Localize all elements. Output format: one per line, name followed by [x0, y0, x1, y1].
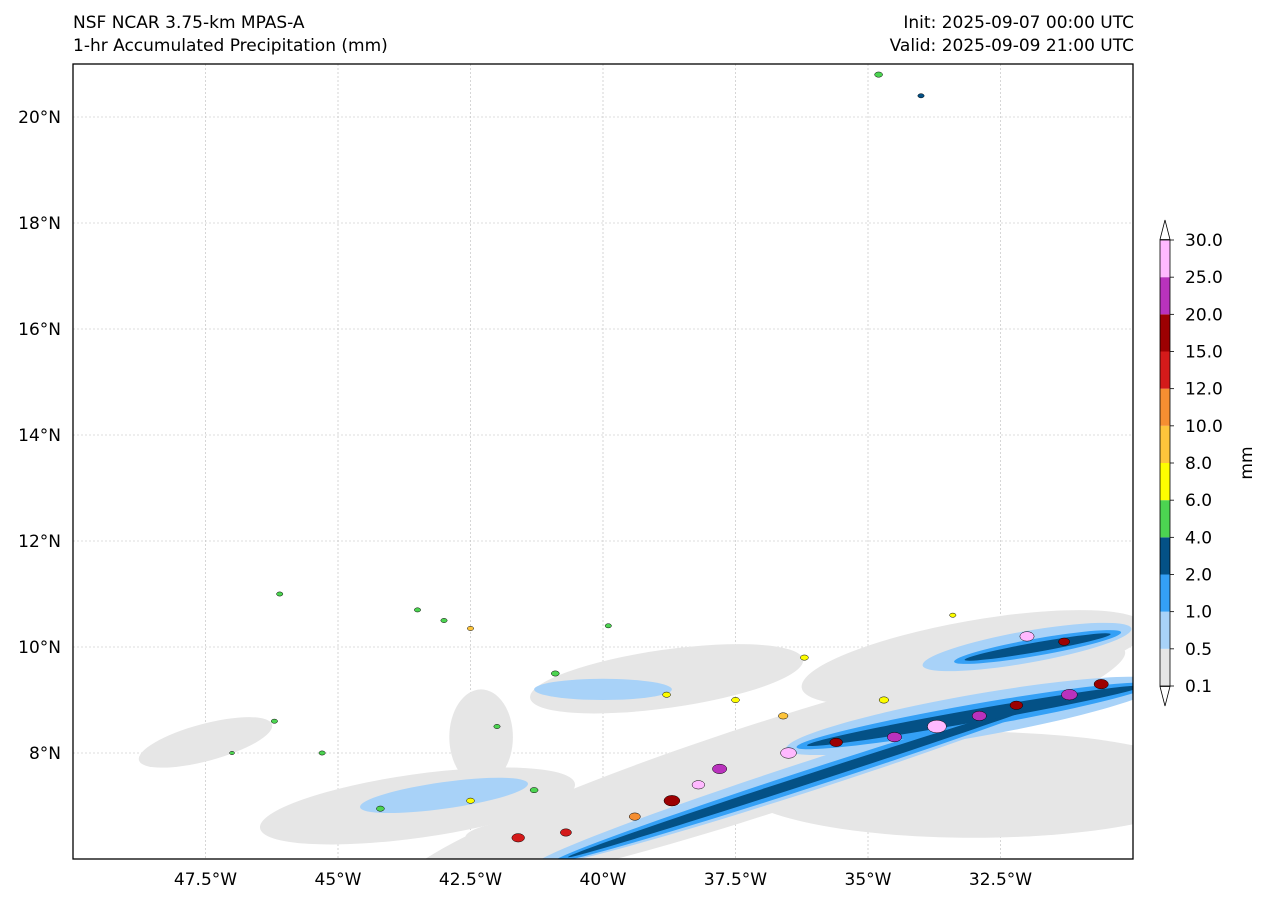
lat-tick-label-6: 20°N	[18, 108, 61, 128]
colorbar-tick-label-6: 8.0	[1185, 454, 1212, 474]
map-plot-area	[73, 64, 1133, 859]
precip-cell-10	[971, 710, 987, 721]
colorbar-segment-0	[1160, 648, 1170, 686]
precip-cell-19	[662, 691, 671, 698]
colorbar-segment-2	[1160, 574, 1170, 612]
colorbar-segment-7	[1160, 388, 1170, 426]
precip-area-16	[568, 696, 1062, 858]
lon-tick-label-5: 35°W	[845, 870, 892, 890]
colorbar-tick-label-11: 25.0	[1185, 268, 1223, 288]
precip-cell-0	[511, 833, 525, 843]
precip-cell-28	[440, 618, 448, 623]
precip-cell-33	[318, 750, 326, 756]
lat-tick-label-5: 18°N	[18, 214, 61, 234]
precip-cell-18	[800, 654, 809, 661]
precip-cell-35	[949, 612, 957, 618]
lat-tick-label-1: 10°N	[18, 638, 61, 658]
title-right-line2: Valid: 2025-09-09 21:00 UTC	[889, 36, 1134, 56]
lon-tick-label-6: 32.5°W	[969, 870, 1032, 890]
precip-cell-15	[1058, 637, 1070, 646]
precip-cell-13	[1093, 679, 1109, 690]
precip-cell-5	[712, 763, 728, 774]
precip-cell-17	[778, 712, 789, 720]
colorbar-extend-over	[1159, 219, 1171, 240]
colorbar-segment-10	[1160, 277, 1170, 315]
precip-cell-23	[529, 787, 539, 793]
lon-tick-label-1: 45°W	[315, 870, 362, 890]
colorbar-segment-3	[1160, 537, 1170, 575]
precip-cell-8	[887, 732, 902, 743]
precip-cell-31	[874, 71, 883, 78]
precip-area-3	[138, 717, 273, 768]
precip-cell-6	[780, 747, 797, 759]
lon-tick-label-2: 42.5°W	[439, 870, 502, 890]
colorbar-segment-1	[1160, 611, 1170, 649]
precip-cell-21	[466, 797, 475, 804]
precip-cell-22	[376, 805, 385, 812]
colorbar-tick-label-1: 0.5	[1185, 640, 1212, 660]
lat-tick-label-4: 16°N	[18, 320, 61, 340]
precip-cell-24	[493, 724, 501, 729]
precip-area-12	[534, 678, 672, 701]
precip-area-11	[360, 777, 528, 814]
precip-cell-25	[270, 718, 278, 724]
colorbar: 0.1 0.5 1.0 2.0 4.0 6.0 8.0 10.0 12.0 15.0 20.0 25.…	[1159, 219, 1257, 707]
colorbar-segment-8	[1160, 351, 1170, 389]
colorbar-label: mm	[1237, 446, 1257, 479]
colorbar-tick-label-5: 6.0	[1185, 491, 1212, 511]
precip-cell-32	[917, 93, 925, 99]
colorbar-segment-11	[1160, 240, 1170, 278]
title-left-line2: 1-hr Accumulated Precipitation (mm)	[73, 36, 388, 56]
precip-cell-11	[1009, 700, 1024, 710]
precip-area-18	[964, 633, 1111, 661]
precip-cell-27	[414, 607, 421, 613]
colorbar-tick-label-3: 2.0	[1185, 566, 1212, 586]
colorbar-tick-label-8: 12.0	[1185, 380, 1223, 400]
lon-tick-label-4: 37.5°W	[704, 870, 767, 890]
precip-cell-9	[927, 719, 947, 734]
lat-tick-label-3: 14°N	[18, 426, 61, 446]
lon-tick-label-0: 47.5°W	[174, 870, 237, 890]
title-left-line1: NSF NCAR 3.75-km MPAS-A	[73, 13, 305, 33]
precip-cell-20	[551, 670, 560, 677]
precip-cell-1	[560, 828, 572, 837]
precip-cell-30	[604, 623, 612, 629]
precip-cell-14	[1019, 631, 1035, 642]
colorbar-segment-4	[1160, 500, 1170, 538]
precip-cell-4	[691, 780, 706, 790]
colorbar-tick-label-7: 10.0	[1185, 417, 1223, 437]
colorbar-segment-5	[1160, 463, 1170, 501]
precip-cell-36	[731, 697, 740, 703]
precip-cell-34	[229, 751, 235, 755]
colorbar-tick-label-4: 4.0	[1185, 528, 1212, 548]
precip-cell-12	[1061, 689, 1078, 701]
colorbar-segment-9	[1160, 314, 1170, 352]
colorbar-segment-6	[1160, 425, 1170, 463]
title-right-line1: Init: 2025-09-07 00:00 UTC	[903, 13, 1134, 33]
colorbar-tick-label-10: 20.0	[1185, 305, 1223, 325]
lat-tick-label-2: 12°N	[18, 532, 61, 552]
lat-tick-label-0: 8°N	[29, 744, 61, 764]
precip-cell-29	[467, 626, 474, 631]
precip-cell-2	[628, 812, 641, 821]
colorbar-tick-label-0: 0.1	[1185, 677, 1212, 697]
colorbar-extend-under	[1159, 686, 1171, 707]
colorbar-tick-label-2: 1.0	[1185, 603, 1212, 623]
graticule	[73, 64, 1133, 859]
precip-cell-26	[276, 591, 284, 597]
lon-tick-label-3: 40°W	[580, 870, 627, 890]
precip-cell-7	[829, 737, 843, 747]
precipitation-layer	[138, 71, 1133, 859]
colorbar-tick-label-12: 30.0	[1185, 231, 1223, 251]
map-frame	[72, 63, 1134, 860]
precip-cell-3	[663, 795, 681, 807]
colorbar-tick-label-9: 15.0	[1185, 343, 1223, 363]
precip-cell-16	[878, 696, 889, 704]
precip-area-7	[449, 689, 513, 785]
map-axes: 47.5°W 45°W 42.5°W 40°W 37.5°W 35°W 32.5°W 8°N 1…	[18, 108, 1032, 890]
